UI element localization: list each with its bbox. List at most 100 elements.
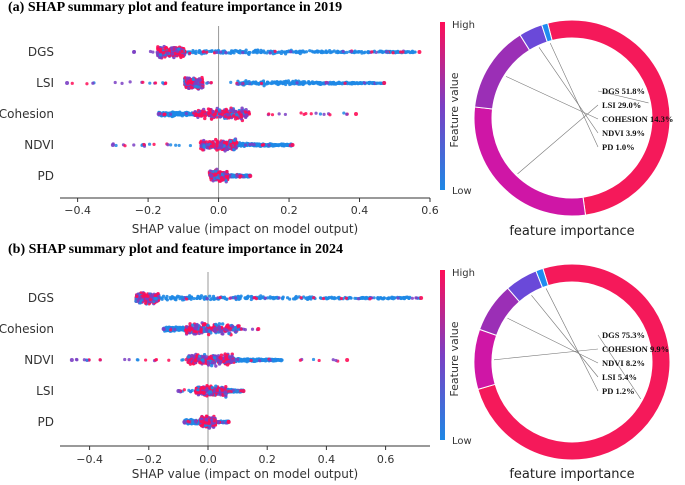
x-axis-label: SHAP value (impact on model output) bbox=[132, 222, 359, 236]
x-tick-label: 0.6 bbox=[421, 204, 439, 217]
shap-point bbox=[280, 296, 285, 300]
shap-point bbox=[144, 358, 148, 362]
shap-point bbox=[114, 143, 118, 148]
beeswarm-row-pd bbox=[207, 167, 253, 184]
shap-point bbox=[400, 296, 404, 300]
shap-point bbox=[205, 297, 209, 301]
shap-point bbox=[186, 355, 191, 359]
beeswarm-row-dgs bbox=[132, 44, 422, 60]
shap-point bbox=[161, 81, 165, 85]
shap-point bbox=[148, 49, 153, 54]
shap-point bbox=[200, 390, 205, 395]
donut-leader-line bbox=[538, 47, 599, 134]
shap-point bbox=[148, 81, 152, 85]
shap-point bbox=[368, 297, 372, 301]
beeswarm-row-pd bbox=[182, 414, 231, 430]
shap-point bbox=[230, 324, 235, 329]
shap-point bbox=[265, 80, 270, 84]
shap-point bbox=[396, 296, 400, 300]
shap-point bbox=[231, 388, 235, 392]
shap-point bbox=[337, 81, 341, 85]
shap-point bbox=[179, 295, 184, 299]
shap-point bbox=[341, 49, 345, 54]
shap-point bbox=[263, 51, 267, 55]
shap-point bbox=[168, 295, 172, 300]
shap-point bbox=[318, 81, 323, 85]
shap-point bbox=[310, 49, 314, 53]
donut-leader-line bbox=[505, 76, 599, 120]
shap-point bbox=[149, 294, 153, 299]
donut-leader-line bbox=[517, 104, 599, 175]
shap-point bbox=[137, 296, 142, 300]
shap-point bbox=[170, 52, 175, 56]
shap-point bbox=[180, 112, 184, 116]
shap-point bbox=[410, 296, 414, 300]
shap-point bbox=[372, 296, 376, 300]
shap-point bbox=[233, 325, 238, 330]
shap-point bbox=[209, 174, 214, 178]
shap-point bbox=[257, 296, 261, 300]
shap-point bbox=[268, 358, 272, 362]
shap-point bbox=[318, 112, 323, 116]
shap-point bbox=[273, 143, 277, 148]
shap-point bbox=[176, 389, 181, 393]
shap-point bbox=[233, 296, 238, 300]
shap-point bbox=[215, 139, 219, 143]
shap-point bbox=[187, 358, 192, 362]
shap-point bbox=[259, 81, 264, 86]
shap-point bbox=[196, 357, 201, 361]
shap-point bbox=[195, 354, 199, 358]
shap-point bbox=[244, 51, 248, 55]
shap-point bbox=[243, 143, 248, 147]
feature-label-dgs: DGS bbox=[28, 45, 54, 59]
shap-point bbox=[414, 296, 418, 300]
shap-point bbox=[224, 50, 228, 55]
shap-point bbox=[177, 143, 181, 148]
x-tick-label: 0.4 bbox=[351, 204, 369, 217]
beeswarm-row-cohesion bbox=[161, 321, 261, 337]
shap-point bbox=[241, 50, 245, 55]
shap-point bbox=[252, 81, 256, 85]
shap-point bbox=[148, 297, 153, 302]
shap-point bbox=[169, 143, 173, 147]
shap-point bbox=[280, 142, 285, 146]
beeswarm-row-dgs bbox=[134, 291, 424, 306]
feature-label-pd: PD bbox=[38, 169, 54, 183]
shap-point bbox=[321, 296, 326, 301]
shap-point bbox=[233, 109, 238, 114]
shap-point bbox=[184, 297, 189, 301]
donut-leader-line bbox=[549, 42, 599, 148]
feature-label-ndvi: NDVI bbox=[24, 138, 54, 152]
shap-point bbox=[339, 296, 343, 301]
shap-point bbox=[138, 301, 142, 305]
shap-point bbox=[163, 81, 168, 86]
shap-point bbox=[209, 49, 214, 54]
shap-point bbox=[293, 81, 297, 86]
shap-point bbox=[227, 116, 231, 120]
shap-point bbox=[210, 297, 214, 301]
shap-point bbox=[235, 112, 239, 117]
shap-point bbox=[345, 112, 349, 116]
shap-point bbox=[263, 358, 267, 362]
shap-point bbox=[211, 109, 215, 114]
shap-point bbox=[212, 328, 216, 332]
shap-point bbox=[239, 174, 243, 178]
shap-point bbox=[91, 81, 95, 85]
shap-point bbox=[166, 326, 170, 330]
feature-label-cohesion: Cohesion bbox=[0, 322, 54, 336]
shap-point bbox=[187, 86, 191, 91]
shap-point bbox=[267, 143, 271, 147]
shap-point bbox=[244, 107, 248, 112]
shap-point bbox=[231, 49, 235, 53]
shap-point bbox=[300, 82, 304, 86]
shap-point bbox=[272, 81, 276, 85]
shap-point bbox=[230, 174, 235, 178]
shap-point bbox=[163, 46, 167, 51]
shap-point bbox=[302, 112, 306, 116]
x-tick-label: −0.4 bbox=[64, 204, 91, 217]
panel-a-title: (a) SHAP summary plot and feature import… bbox=[8, 0, 343, 15]
shap-point bbox=[195, 391, 199, 395]
shap-point bbox=[280, 81, 285, 85]
shap-point bbox=[245, 296, 249, 300]
feature-label-cohesion: Cohesion bbox=[0, 107, 54, 121]
